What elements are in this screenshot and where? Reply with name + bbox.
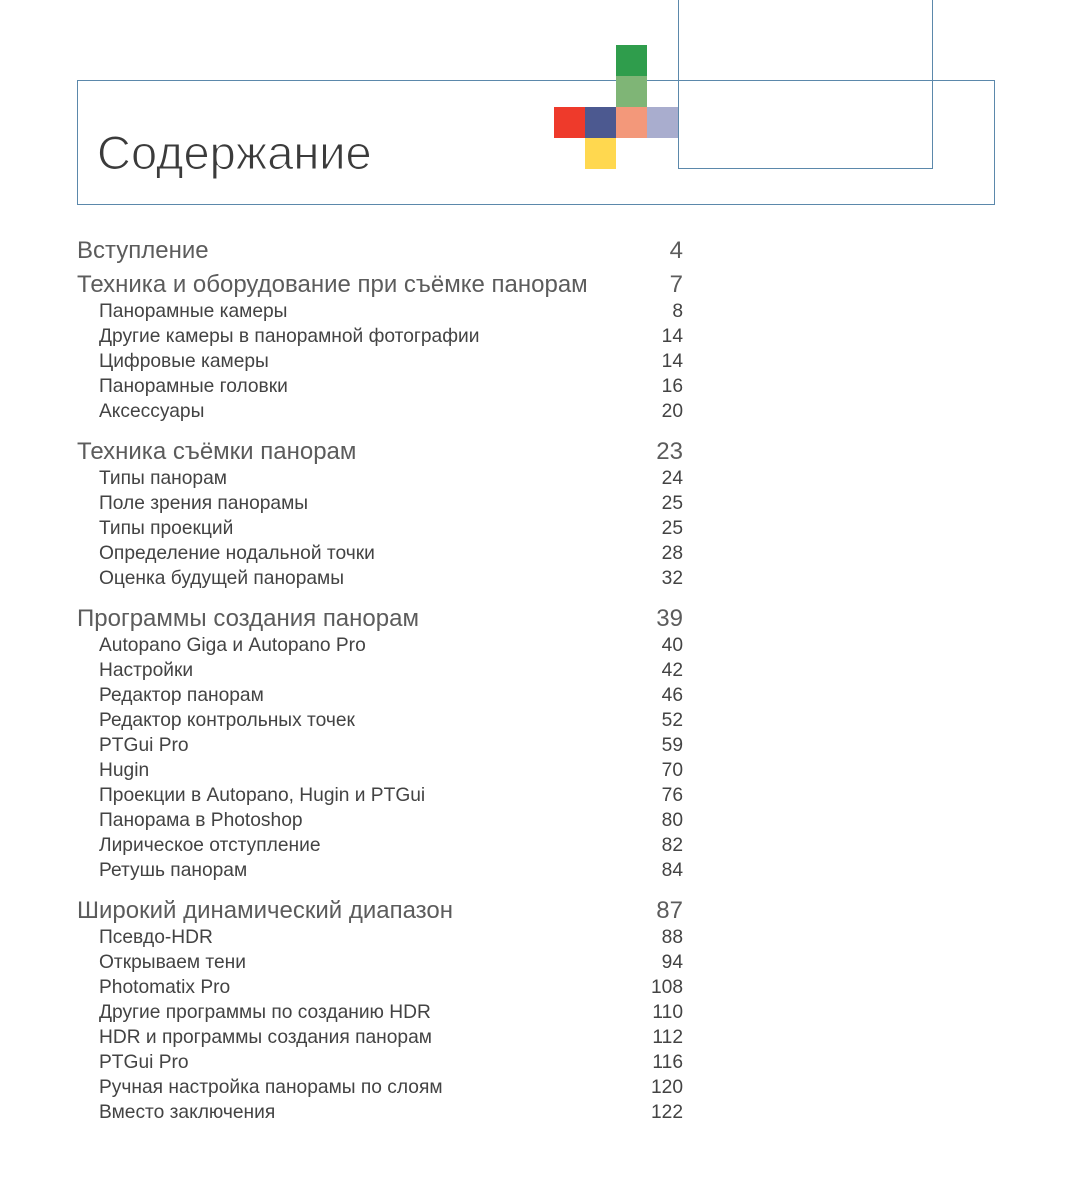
svg-text:Содержание: Содержание bbox=[97, 126, 372, 179]
